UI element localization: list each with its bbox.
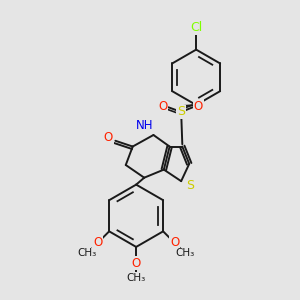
Text: CH₃: CH₃	[77, 248, 97, 258]
Text: O: O	[194, 100, 203, 113]
Text: NH: NH	[136, 119, 153, 132]
Text: Cl: Cl	[190, 21, 202, 34]
Text: O: O	[104, 131, 113, 144]
Text: S: S	[177, 105, 185, 119]
Text: O: O	[131, 256, 141, 270]
Text: S: S	[186, 179, 194, 192]
Text: O: O	[170, 236, 179, 249]
Text: O: O	[93, 236, 102, 249]
Text: CH₃: CH₃	[127, 273, 146, 283]
Text: CH₃: CH₃	[176, 248, 195, 258]
Text: O: O	[158, 100, 167, 113]
